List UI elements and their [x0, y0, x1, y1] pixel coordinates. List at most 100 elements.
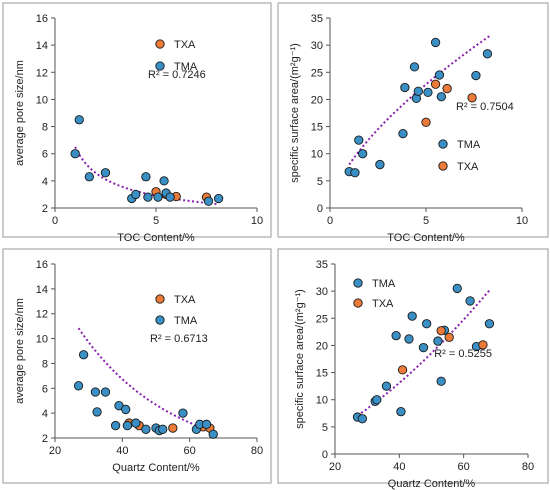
legend-label-txa: TXA — [174, 294, 196, 306]
chart-svg: 20 40 60 80 0 5 10 15 20 25 30 35 Quartz Content/% sp… — [277, 248, 549, 490]
x-axis-title: Quartz Content/% — [112, 462, 200, 474]
y-tick-label: 6 — [42, 149, 48, 161]
legend-marker-tma — [155, 315, 165, 325]
r-squared-annotation: R² = 0.6713 — [150, 333, 208, 345]
x-tick-label: 5 — [153, 215, 159, 227]
data-point-tma — [131, 189, 141, 200]
data-point-tma — [409, 62, 420, 72]
data-point-tma — [90, 387, 101, 397]
legend-label-tma: TMA — [457, 139, 481, 151]
legend-label-tma: TMA — [174, 61, 198, 73]
data-point-tma — [100, 168, 111, 178]
y-tick-label: 25 — [316, 313, 328, 325]
data-point-tma — [121, 404, 131, 415]
y-tick-label: 20 — [316, 340, 328, 352]
y-axis-title: average pore size/nm — [14, 298, 26, 404]
chart-frame — [2, 2, 272, 238]
data-point-tma — [165, 192, 175, 202]
data-point-tma — [398, 128, 408, 139]
data-point-tma — [213, 193, 224, 204]
x-tick-label: 10 — [251, 215, 263, 227]
data-point-tma — [422, 319, 432, 329]
y-tick-label: 10 — [36, 334, 48, 346]
legend-label-txa: TXA — [457, 161, 479, 173]
data-point-tma — [158, 424, 168, 434]
chart-group: 20 40 60 80 0 5 10 15 20 25 30 35 Quartz Content/% sp… — [277, 248, 549, 490]
legend-label-tma: TMA — [372, 278, 396, 290]
y-tick-label: 10 — [311, 149, 323, 161]
data-point-tma — [465, 296, 475, 306]
y-tick-label: 35 — [316, 259, 328, 271]
chart-group: 0 5 10 0 5 10 15 20 25 30 35 TOC Content/% specific … — [277, 2, 549, 244]
y-tick-label: 5 — [317, 176, 323, 188]
y-tick-label: 14 — [36, 40, 48, 52]
y-axis-title: specific surface area/(m²g⁻¹) — [294, 289, 306, 429]
r-squared-annotation: R² = 0.5255 — [434, 348, 492, 360]
legend-label-txa: TXA — [174, 39, 196, 51]
data-point-tma — [78, 350, 89, 360]
data-point-txa — [442, 83, 452, 94]
chart-toc-vs-surface-area: 0 5 10 0 5 10 15 20 25 30 35 TOC Content/% specific … — [275, 0, 550, 245]
y-tick-label: 15 — [311, 122, 323, 134]
data-point-txa — [168, 423, 178, 433]
data-point-tma — [430, 37, 441, 48]
legend-marker-txa — [155, 39, 165, 49]
y-tick-label: 10 — [316, 395, 328, 407]
y-tick-label: 8 — [42, 358, 48, 370]
x-tick-label: 10 — [516, 215, 528, 227]
data-point-tma — [407, 311, 417, 321]
y-tick-label: 15 — [316, 368, 328, 380]
y-tick-label: 12 — [36, 309, 48, 321]
data-point-tma — [433, 336, 443, 346]
data-point-tma — [73, 381, 84, 391]
chart-quartz-vs-surface-area: 20 40 60 80 0 5 10 15 20 25 30 35 Quartz Content/% sp… — [275, 245, 550, 490]
data-point-txa — [421, 117, 431, 127]
data-point-tma — [153, 192, 163, 202]
data-point-tma — [436, 376, 446, 386]
data-point-tma — [381, 381, 392, 391]
y-tick-label: 2 — [42, 203, 48, 215]
data-point-txa — [478, 340, 488, 350]
y-tick-label: 16 — [36, 13, 48, 25]
x-tick-label: 0 — [327, 215, 333, 227]
data-point-tma — [143, 192, 153, 202]
chart-toc-vs-pore-size: 0 5 10 2 4 6 8 10 12 14 16 TOC Content/% average por… — [0, 0, 275, 245]
y-axis-title: average pore size/nm — [14, 60, 26, 166]
data-point-tma — [357, 149, 368, 159]
data-point-tma — [423, 87, 433, 98]
data-point-tma — [100, 387, 111, 397]
data-point-tma — [404, 334, 414, 344]
y-tick-label: 5 — [322, 422, 328, 434]
chart-svg: 0 5 10 2 4 6 8 10 12 14 16 TOC Content/% average por… — [2, 2, 272, 244]
x-tick-label: 40 — [393, 461, 405, 473]
r-squared-annotation: R² = 0.7246 — [148, 69, 206, 81]
y-tick-label: 16 — [36, 259, 48, 271]
legend-marker-txa — [353, 298, 363, 308]
x-tick-label: 60 — [184, 445, 196, 457]
chart-frame — [277, 2, 549, 238]
data-point-tma — [141, 424, 151, 434]
legend-marker-tma — [353, 278, 363, 288]
data-point-tma — [436, 92, 447, 102]
data-point-tma — [471, 70, 481, 81]
data-point-txa — [397, 365, 408, 375]
chart-group: 0 5 10 2 4 6 8 10 12 14 16 TOC Content/% average por… — [2, 2, 272, 244]
data-point-txa — [436, 326, 446, 336]
x-tick-label: 20 — [329, 461, 341, 473]
y-tick-label: 4 — [42, 408, 48, 420]
chart-quartz-vs-pore-size: 20 40 60 80 2 4 6 8 10 12 14 16 Quartz Content/% aver… — [0, 245, 275, 490]
y-tick-label: 4 — [42, 176, 48, 188]
data-point-tma — [391, 331, 401, 341]
data-point-txa — [444, 332, 454, 342]
data-point-tma — [350, 168, 360, 178]
y-tick-label: 10 — [36, 94, 48, 106]
data-point-tma — [396, 407, 406, 417]
x-tick-label: 5 — [423, 215, 429, 227]
data-point-tma — [452, 283, 462, 294]
data-point-tma — [434, 70, 445, 80]
x-tick-label: 40 — [116, 445, 128, 457]
x-tick-label: 0 — [52, 215, 58, 227]
data-point-tma — [74, 115, 84, 125]
trendline — [77, 327, 214, 433]
data-point-tma — [70, 149, 80, 159]
